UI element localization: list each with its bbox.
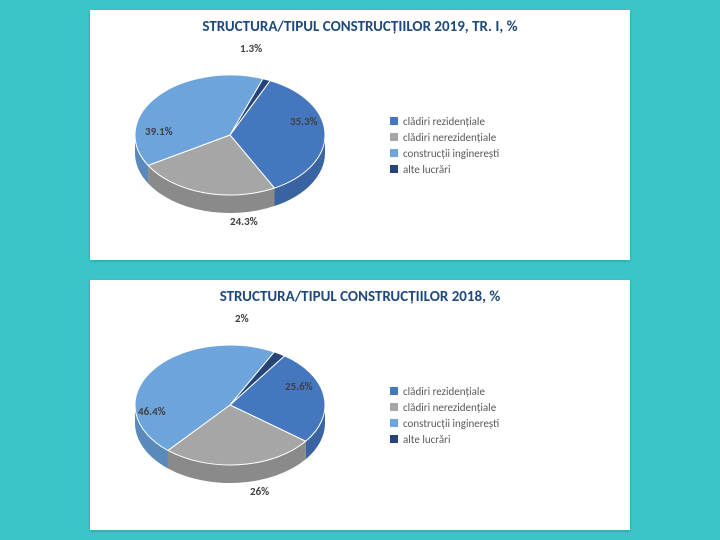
chart-card-2018: STRUCTURA/TIPUL CONSTRUCȚIILOR 2018, % 2… [90, 280, 630, 530]
pie-slice-label: 1.3% [240, 42, 262, 55]
legend-label: construcții inginerești [403, 417, 499, 430]
chart-card-2019: STRUCTURA/TIPUL CONSTRUCȚIILOR 2019, TR.… [90, 10, 630, 260]
legend-item: clădiri rezidențiale [390, 115, 610, 128]
chart-body: 35.3% 24.3% 39.1% 1.3% clădiri rezidențiale… [90, 40, 630, 250]
legend-item: alte lucrări [390, 433, 610, 446]
legend-swatch [390, 149, 398, 157]
legend-item: clădiri rezidențiale [390, 385, 610, 398]
pie-slice-label: 2% [235, 312, 249, 325]
pie-slice-label: 24.3% [230, 215, 258, 228]
legend-2019: clădiri rezidențiale clădiri nerezidenția… [390, 112, 610, 179]
legend-swatch [390, 165, 398, 173]
chart-title: STRUCTURA/TIPUL CONSTRUCȚIILOR 2019, TR.… [90, 10, 630, 40]
legend-label: clădiri nerezidențiale [403, 401, 496, 414]
legend-label: construcții inginerești [403, 147, 499, 160]
legend-swatch [390, 435, 398, 443]
pie-slice-label: 25.6% [285, 380, 313, 393]
legend-item: construcții inginerești [390, 417, 610, 430]
pie-slice-label: 35.3% [290, 115, 318, 128]
legend-2018: clădiri rezidențiale clădiri nerezidenția… [390, 382, 610, 449]
legend-item: alte lucrări [390, 163, 610, 176]
pie-slice-label: 39.1% [145, 125, 173, 138]
pie-slice-label: 46.4% [138, 405, 166, 418]
chart-body: 25.6%26%46.4%2% clădiri rezidențialeclăd… [90, 310, 630, 520]
legend-label: alte lucrări [403, 433, 451, 446]
legend-item: construcții inginerești [390, 147, 610, 160]
pie-slice-label: 26% [250, 485, 269, 498]
legend-item: clădiri nerezidențiale [390, 401, 610, 414]
legend-label: alte lucrări [403, 163, 451, 176]
pie-chart-2019: 35.3% 24.3% 39.1% 1.3% [90, 40, 390, 250]
legend-label: clădiri rezidențiale [403, 385, 485, 398]
legend-swatch [390, 403, 398, 411]
legend-swatch [390, 133, 398, 141]
chart-title: STRUCTURA/TIPUL CONSTRUCȚIILOR 2018, % [90, 280, 630, 310]
legend-label: clădiri rezidențiale [403, 115, 485, 128]
pie-chart-2018: 25.6% 26% 46.4% 2% [90, 310, 390, 520]
legend-swatch [390, 387, 398, 395]
legend-swatch [390, 117, 398, 125]
legend-swatch [390, 419, 398, 427]
legend-label: clădiri nerezidențiale [403, 131, 496, 144]
legend-item: clădiri nerezidențiale [390, 131, 610, 144]
